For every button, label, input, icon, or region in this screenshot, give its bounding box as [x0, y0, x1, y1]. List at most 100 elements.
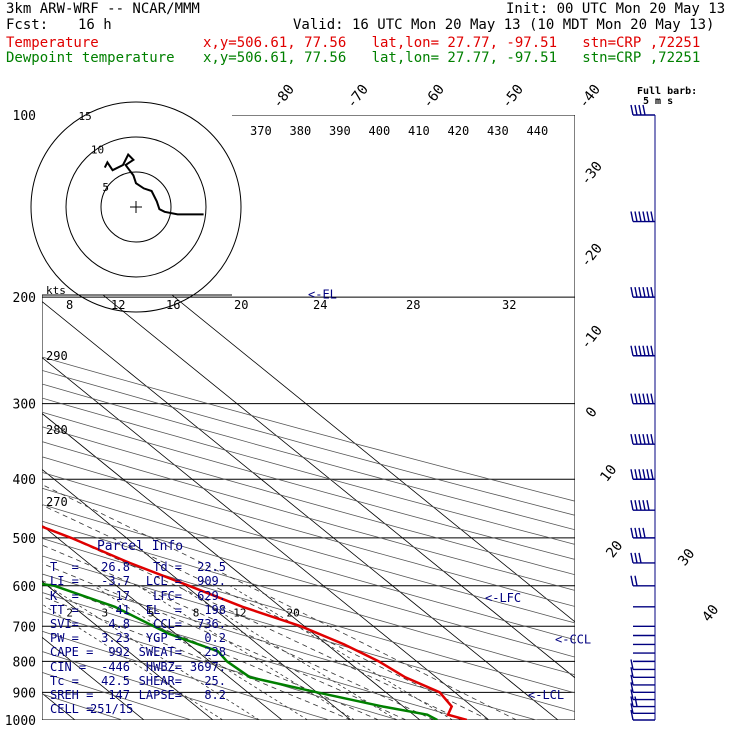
parcel-info-row: TT = 41 EL = 198 [50, 603, 230, 617]
parcel-info-key: LAPSE= [138, 688, 182, 703]
theta-tick-label: 420 [448, 124, 470, 138]
dry-adiabat-line [42, 426, 575, 576]
pressure-tick-label: 600 [13, 580, 36, 595]
hodograph-ring-label: 15 [79, 110, 92, 123]
wind-barb-flag [642, 211, 646, 222]
model-title: 3km ARW-WRF -- NCAR/MMM [6, 1, 200, 17]
wind-barb-flag [646, 211, 650, 222]
wind-barb [630, 689, 655, 701]
moist-adiabat-line [42, 484, 517, 720]
parcel-info-key: Td = [153, 560, 182, 575]
dewpoint-line [42, 582, 438, 720]
theta-tick-label: 400 [369, 124, 391, 138]
forecast-hour: 16 h [78, 17, 112, 33]
wind-barb [630, 703, 655, 715]
wind-barb-flag [646, 469, 650, 480]
diagram-grid [42, 115, 575, 720]
temperature-tick-label: 0 [583, 404, 601, 420]
parcel-info-value: 22.5 [197, 560, 226, 575]
sounding-series [42, 525, 468, 720]
parcel-info-value: 629. [197, 588, 226, 603]
pressure-tick-label: 1000 [5, 714, 36, 729]
wind-barb-flag [634, 552, 638, 564]
pressure-tick-label: 300 [13, 398, 36, 413]
wind-barb-flag [630, 709, 634, 721]
dry-adiabat-line [42, 592, 469, 720]
parcel-info-value: 26.8 [101, 560, 130, 575]
hodograph-speed-label: 12 [111, 298, 125, 312]
wind-barb [630, 709, 655, 721]
theta-tick-label: 380 [290, 124, 312, 138]
isotherm-line [42, 245, 575, 679]
parcel-info-value: 3.23 [101, 631, 130, 646]
theta-side-label: 270 [46, 495, 68, 509]
hodograph-ring [65, 136, 207, 278]
wind-barb-flag [642, 500, 646, 511]
parcel-info-row: SVI= 4.8 CCL= 736. [50, 617, 230, 631]
parcel-info-value [182, 702, 226, 716]
level-marker-label: <-EL [308, 287, 337, 301]
barb-legend-units: 5 m s [643, 96, 673, 107]
wind-barb [630, 345, 655, 357]
pressure-tick-label: 800 [13, 655, 36, 670]
dry-adiabat-line [42, 630, 331, 720]
pressure-tick-label: 900 [13, 686, 36, 701]
parcel-info-key: SHEAR= [138, 673, 182, 688]
parcel-info-value: 41 [115, 602, 130, 617]
wind-barb-flag [638, 286, 642, 298]
wind-barb-flag [630, 703, 634, 714]
pressure-tick-label: 400 [13, 473, 36, 488]
parcel-info-row: CAPE = 992 SWEAT= 238 [50, 645, 230, 659]
hodograph-ring-label: 10 [91, 144, 104, 157]
wind-barb-flag [630, 393, 634, 404]
parcel-info-value: 251/15 [90, 702, 134, 717]
parcel-info-key: HWBZ= [145, 659, 182, 674]
isotherm-line [42, 412, 421, 720]
valid-time: Valid: 16 UTC Mon 20 May 13 (10 MDT Mon … [293, 17, 715, 33]
parcel-info-row: CELL = 251/15 [50, 702, 230, 716]
wind-barb [630, 393, 655, 405]
wind-barb-flag [634, 434, 638, 445]
parcel-info-key: EL = [145, 602, 182, 617]
hodograph-ring [30, 101, 242, 313]
parcel-info-value: 909. [197, 574, 226, 589]
wind-barb-flag [634, 575, 638, 586]
mixing-ratio-line [93, 585, 308, 720]
hodograph-ring-label: 5 [102, 181, 109, 194]
parcel-info-key: SREH = [50, 688, 94, 703]
parcel-info-value: 17 [115, 588, 130, 603]
isotherm-line [42, 524, 283, 720]
wind-barb-flag [646, 345, 650, 356]
parcel-info-row: PW = 3.23 YGP = 0.2 [50, 631, 230, 645]
temperature-tick-label: -60 [420, 82, 448, 112]
hodograph-units-label: kts [46, 284, 66, 297]
temperature-tick-label: 10 [597, 462, 620, 485]
hodograph-speed-label: 16 [166, 298, 180, 312]
init-time: Init: 00 UTC Mon 20 May 13 [506, 1, 726, 17]
temperature-legend-info: x,y=506.61, 77.56 lat,lon= 27.77, -97.51… [203, 35, 701, 51]
wind-barb-flag [634, 500, 638, 511]
temperature-tick-label: 40 [699, 602, 722, 625]
wind-barb [630, 434, 655, 445]
wind-barb-flag [650, 286, 654, 298]
parcel-info-key: LFC= [153, 588, 182, 603]
parcel-info-value: 8.2 [204, 688, 226, 703]
parcel-info-key: LI = [50, 574, 79, 589]
wind-barb-flag [630, 104, 634, 116]
wind-barb-flag [630, 286, 634, 298]
temperature-tick-label: -20 [578, 241, 606, 271]
isotherm-line [42, 468, 352, 720]
wind-barb [630, 667, 655, 678]
hodograph-speed-label: 8 [66, 298, 73, 312]
wind-barb-flag [634, 345, 638, 356]
mixing-ratio-line [137, 585, 355, 720]
dry-adiabat-line [42, 671, 193, 720]
wind-barb-flag [630, 527, 634, 539]
parcel-info-key [130, 702, 182, 716]
parcel-info-key: Tc = [50, 673, 79, 688]
dewpoint-legend-label: Dewpoint temperature [6, 50, 175, 66]
pressure-tick-label: 500 [13, 532, 36, 547]
temperature-tick-label: 30 [675, 546, 698, 569]
wind-barb-flag [638, 469, 642, 480]
